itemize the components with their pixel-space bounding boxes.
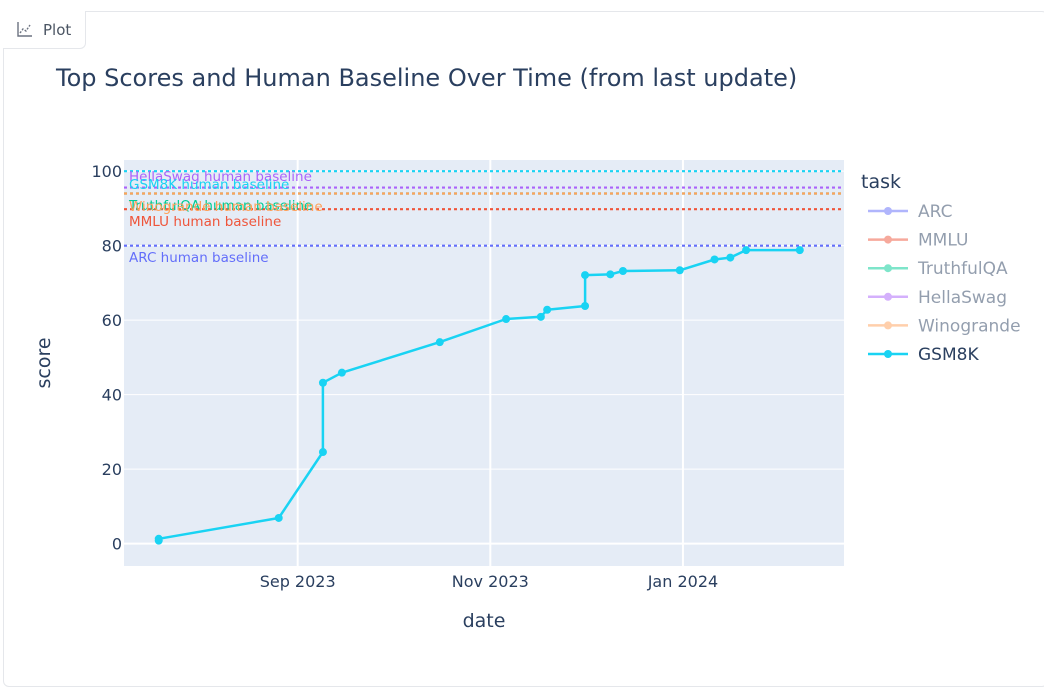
data-point xyxy=(154,534,163,543)
legend-label: MMLU xyxy=(918,231,968,251)
data-point xyxy=(581,271,590,280)
baseline-label: GSM8K human baseline xyxy=(129,177,289,193)
legend: task ARC MMLU TruthfulQA HellaSwag Winogrand… xyxy=(861,171,1021,365)
legend-marker xyxy=(884,292,892,301)
legend-marker xyxy=(884,321,892,330)
chart-title: Top Scores and Human Baseline Over Time … xyxy=(55,64,797,92)
legend-label: TruthfulQA xyxy=(917,259,1008,279)
data-point xyxy=(435,338,444,347)
legend-marker xyxy=(884,207,892,215)
y-tick-label: 0 xyxy=(112,535,122,554)
data-point xyxy=(274,513,283,522)
legend-label: GSM8K xyxy=(918,345,979,365)
data-point xyxy=(710,255,719,264)
legend-title: task xyxy=(861,171,901,193)
data-point xyxy=(726,253,735,262)
data-point xyxy=(318,448,327,457)
legend-marker xyxy=(884,235,892,244)
data-point xyxy=(618,266,627,275)
data-point xyxy=(502,315,511,324)
baseline-label: Winogrande human baseline xyxy=(129,199,323,215)
data-point xyxy=(795,246,804,255)
y-axis-title: score xyxy=(33,337,55,388)
legend-item[interactable]: ARC xyxy=(868,202,952,222)
baseline-label: MMLU human baseline xyxy=(129,214,281,230)
data-point xyxy=(606,270,615,279)
data-point xyxy=(675,266,684,275)
data-point xyxy=(337,368,346,377)
y-tick-label: 20 xyxy=(102,460,122,479)
data-point xyxy=(318,378,327,387)
y-tick-label: 80 xyxy=(102,237,122,256)
y-tick-label: 60 xyxy=(102,311,122,330)
legend-label: ARC xyxy=(918,202,952,222)
chart-icon xyxy=(16,21,33,38)
plot-area xyxy=(124,160,844,566)
baseline-label: TruthfulQA human baseline xyxy=(128,198,312,214)
legend-marker xyxy=(884,264,892,273)
legend-item[interactable]: HellaSwag xyxy=(868,288,1007,308)
plot-tab[interactable]: Plot xyxy=(3,11,86,49)
legend-marker xyxy=(884,350,892,358)
data-point xyxy=(581,302,590,311)
x-tick-label: Jan 2024 xyxy=(647,572,718,591)
x-tick-label: Sep 2023 xyxy=(260,572,336,591)
data-point xyxy=(536,312,545,321)
x-axis-title: date xyxy=(463,610,506,632)
legend-item[interactable]: MMLU xyxy=(868,231,968,251)
plot-tab-label: Plot xyxy=(43,20,72,39)
legend-label: Winogrande xyxy=(918,316,1021,336)
legend-item[interactable]: TruthfulQA xyxy=(868,259,1008,279)
legend-label: HellaSwag xyxy=(918,288,1007,308)
x-tick-label: Nov 2023 xyxy=(452,572,529,591)
y-tick-label: 40 xyxy=(102,386,122,405)
legend-item[interactable]: GSM8K xyxy=(868,345,979,365)
data-point xyxy=(543,305,552,314)
data-point xyxy=(742,246,751,255)
legend-item[interactable]: Winogrande xyxy=(868,316,1021,336)
y-tick-label: 100 xyxy=(91,162,122,181)
baseline-label: HellaSwag human baseline xyxy=(129,169,312,185)
baseline-label: ARC human baseline xyxy=(129,250,269,266)
